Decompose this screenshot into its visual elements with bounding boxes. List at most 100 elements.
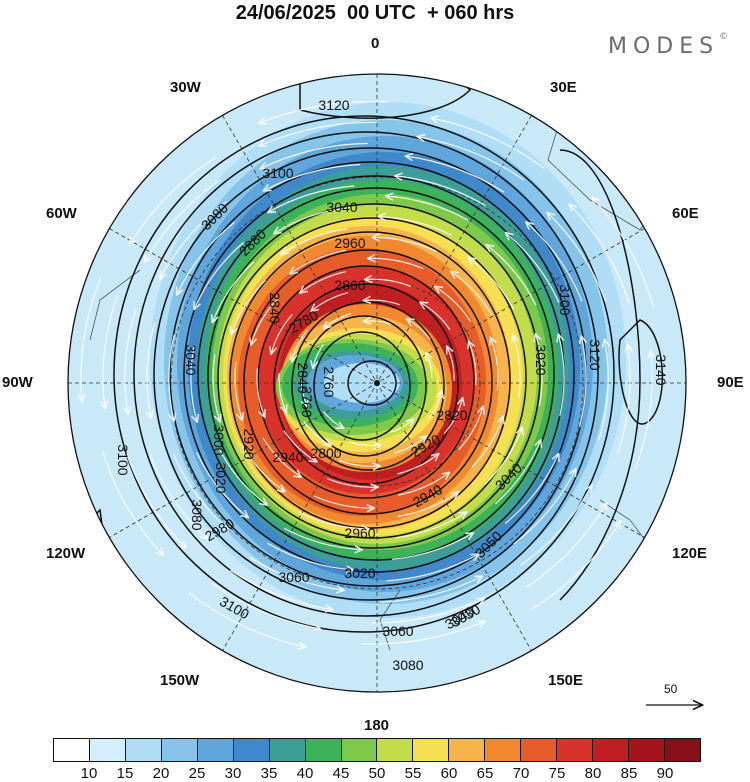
streamline-arrow	[177, 221, 235, 294]
streamline-arrow	[290, 249, 347, 274]
streamline-arrow	[495, 440, 540, 505]
streamline-arrow	[326, 478, 378, 488]
contour-label: 2760	[299, 386, 315, 417]
streamline-arrow	[428, 391, 442, 419]
streamline-arrow	[390, 419, 414, 433]
streamline-arrow	[194, 242, 244, 310]
contour-line	[229, 231, 511, 529]
streamline-arrow	[145, 179, 221, 262]
lon-label-120e: 120E	[672, 545, 708, 562]
streamline-arrow	[231, 279, 266, 334]
streamline-arrow	[365, 279, 412, 287]
streamline-arrow	[259, 100, 388, 124]
streamline-arrow	[249, 556, 344, 590]
streamline-arrow	[580, 337, 586, 428]
streamline-arrow	[234, 362, 242, 420]
streamline-arrow	[300, 376, 308, 407]
contour-label: 3120	[587, 339, 603, 370]
streamline-arrow	[262, 437, 301, 477]
contour-label: 3020	[344, 565, 375, 581]
streamline-arrow	[407, 319, 431, 340]
colorbar-tick-label: 80	[584, 765, 602, 782]
contour-line	[217, 217, 527, 539]
streamline-arrow	[324, 312, 352, 329]
colorbar-tick-label: 15	[116, 765, 134, 782]
streamline-arrow	[380, 576, 482, 603]
colorbar-cell	[305, 739, 342, 761]
contour-label: 3080	[189, 499, 205, 530]
streamline-arrow	[491, 338, 499, 391]
streamline-arrow	[268, 185, 355, 212]
streamline-arrow	[569, 204, 630, 304]
streamline-arrow	[373, 237, 438, 253]
contour-label: 3120	[318, 97, 349, 113]
streamline-arrow	[348, 441, 381, 446]
contour-label: 2760	[321, 366, 337, 397]
streamline-arrow	[292, 329, 308, 362]
colorbar-tick-label: 45	[332, 765, 350, 782]
streamline-arrow	[471, 417, 503, 468]
streamline-arrow	[513, 335, 521, 398]
map-title: 24/06/2025 00 UTC + 060 hrs	[235, 2, 515, 24]
streamline-arrow	[271, 314, 293, 354]
streamline-arrow	[392, 533, 473, 560]
contour-label: 3060	[278, 569, 309, 585]
streamline-arrow	[447, 347, 455, 381]
contour-label: 2920	[241, 428, 257, 459]
contour-label: 2820	[436, 407, 467, 423]
contour-line	[273, 283, 459, 485]
modes-logo: MODES©	[608, 31, 729, 59]
streamline-arrow	[468, 258, 515, 310]
lon-label-150w: 150W	[160, 672, 200, 689]
streamline-arrow	[525, 503, 607, 588]
streamline-arrow	[274, 206, 350, 233]
contour-line	[207, 203, 541, 549]
wind-streamlines	[81, 100, 653, 648]
lon-label-90e: 90E	[717, 374, 744, 391]
streamline-arrow	[173, 453, 229, 528]
streamline-arrow	[395, 176, 486, 207]
colorbar-tick-label: 65	[476, 765, 494, 782]
streamline-arrow	[435, 287, 472, 323]
colorbar-tick-label: 90	[656, 765, 674, 782]
contour-line	[299, 74, 472, 119]
colorbar-cell	[593, 739, 629, 761]
streamline-arrow	[283, 527, 362, 549]
contour-line	[313, 331, 411, 441]
streamline-arrow	[311, 292, 349, 311]
wind-speed-colorbar	[53, 738, 701, 762]
colorbar-tick-label: 85	[620, 765, 638, 782]
contour-label: 3140	[653, 354, 669, 385]
contour-label: 3100	[557, 284, 573, 315]
streamline-arrow	[451, 272, 493, 316]
streamline-arrow	[379, 217, 453, 236]
streamline-arrow	[212, 354, 220, 421]
contour-line	[618, 319, 664, 425]
streamline-arrow	[547, 213, 607, 302]
streamline-arrow	[397, 492, 459, 518]
streamline-arrow	[261, 142, 368, 168]
streamline-arrow	[303, 421, 331, 446]
contour-label: 2960	[334, 235, 365, 251]
streamline-arrow	[504, 454, 558, 524]
streamline-arrow	[406, 156, 505, 193]
streamline-arrow	[229, 569, 332, 609]
lon-label-180: 180	[364, 717, 390, 734]
streamline-arrow	[426, 353, 432, 379]
wind-speed-field: 3140312031203100310031003100308030803080…	[68, 74, 686, 692]
contour-label: 3060	[382, 623, 413, 639]
colorbar-cell	[161, 739, 198, 761]
contour-label: 3080	[392, 657, 423, 673]
contour-label: 3100	[115, 444, 131, 475]
streamline-arrow	[149, 454, 207, 539]
streamline-arrow	[386, 196, 469, 221]
colorbar-cell	[197, 739, 234, 761]
streamline-arrow	[313, 495, 374, 508]
streamline-arrow	[218, 448, 267, 505]
lon-label-60w: 60W	[46, 205, 77, 222]
streamline-arrow	[147, 322, 156, 418]
streamline-arrow	[458, 407, 483, 451]
colorbar-cell	[54, 739, 90, 761]
map-border	[67, 73, 687, 693]
